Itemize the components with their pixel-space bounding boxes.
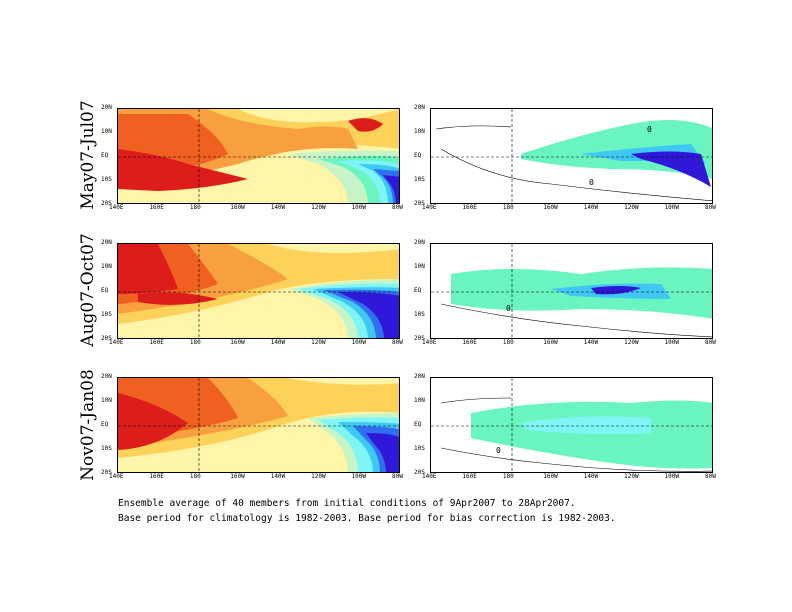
left-map-panel-1 [117, 108, 400, 204]
y-tick-label: 10S [101, 311, 112, 318]
x-tick-label: 160W [543, 204, 558, 211]
y-tick-label: 10N [101, 263, 112, 270]
x-tick-label: 140E [109, 473, 124, 480]
y-tick-label: EQ [414, 421, 422, 428]
right-map-panel-2 [430, 243, 713, 339]
x-tick-label: 120W [311, 204, 326, 211]
x-tick-label: 160E [149, 473, 164, 480]
x-tick-label: 140W [583, 204, 599, 211]
x-tick-label: 160E [149, 204, 164, 211]
x-tick-label: 80W [705, 204, 716, 211]
y-tick-label: EQ [101, 152, 109, 159]
y-tick-label: EQ [414, 287, 422, 294]
y-tick-label: 10N [101, 397, 112, 404]
y-tick-label: 20S [414, 469, 425, 476]
x-tick-label: 180 [502, 473, 514, 480]
x-tick-label: 180 [189, 204, 201, 211]
left-map-panel-3 [117, 377, 400, 473]
contour-label-zero: 0 [506, 304, 511, 313]
x-tick-label: 100W [351, 339, 367, 346]
y-tick-label: EQ [414, 152, 422, 159]
y-tick-label: 20S [414, 200, 425, 207]
x-tick-label: 160W [543, 339, 558, 346]
x-tick-label: 120W [624, 204, 639, 211]
y-tick-label: 20N [101, 373, 112, 380]
y-tick-label: 20N [414, 104, 425, 111]
x-tick-label: 180 [502, 204, 514, 211]
y-tick-label: 20S [101, 335, 112, 342]
x-tick-label: 120W [624, 473, 639, 480]
x-tick-label: 180 [189, 339, 201, 346]
right-map-panel-3 [430, 377, 713, 473]
y-tick-label: 20S [101, 469, 112, 476]
row-label-3: Nov07-Jan08 [78, 369, 98, 481]
x-tick-label: 120W [311, 339, 326, 346]
caption-line-2: Base period for climatology is 1982-2003… [118, 513, 616, 524]
x-tick-label: 140E [422, 204, 437, 211]
x-tick-label: 120W [311, 473, 326, 480]
x-tick-label: 160E [149, 339, 164, 346]
y-tick-label: 10S [101, 176, 112, 183]
x-tick-label: 140E [422, 473, 437, 480]
y-tick-label: 10N [414, 263, 425, 270]
x-tick-label: 140W [270, 473, 286, 480]
x-tick-label: 140W [583, 473, 599, 480]
x-tick-label: 180 [502, 339, 514, 346]
x-tick-label: 100W [351, 473, 367, 480]
row-label-2: Aug07-Oct07 [78, 233, 98, 347]
y-tick-label: EQ [101, 421, 109, 428]
y-tick-label: 20S [101, 200, 112, 207]
x-tick-label: 120W [624, 339, 639, 346]
row-label-1: May07-Jul07 [78, 100, 98, 210]
x-tick-label: 80W [705, 473, 716, 480]
y-tick-label: 20N [101, 239, 112, 246]
y-tick-label: 20N [414, 373, 425, 380]
y-tick-label: 10N [414, 128, 425, 135]
x-tick-label: 100W [664, 204, 680, 211]
y-tick-label: 10S [414, 311, 425, 318]
x-tick-label: 140E [109, 204, 124, 211]
caption-line-1: Ensemble average of 40 members from init… [118, 498, 576, 509]
x-tick-label: 160W [230, 204, 245, 211]
x-tick-label: 160W [543, 473, 558, 480]
x-tick-label: 100W [351, 204, 367, 211]
y-tick-label: 20S [414, 335, 425, 342]
y-tick-label: 10S [414, 176, 425, 183]
x-tick-label: 160E [462, 339, 477, 346]
x-tick-label: 80W [705, 339, 716, 346]
y-tick-label: EQ [101, 287, 109, 294]
x-tick-label: 180 [189, 473, 201, 480]
x-tick-label: 140W [270, 204, 286, 211]
x-tick-label: 160W [230, 339, 245, 346]
y-tick-label: 10S [414, 445, 425, 452]
x-tick-label: 80W [392, 473, 403, 480]
contour-label-zero: 0 [589, 178, 594, 187]
y-tick-label: 10S [101, 445, 112, 452]
y-tick-label: 10N [101, 128, 112, 135]
x-tick-label: 140E [422, 339, 437, 346]
x-tick-label: 160W [230, 473, 245, 480]
x-tick-label: 140W [583, 339, 599, 346]
y-tick-label: 20N [101, 104, 112, 111]
right-map-panel-1 [430, 108, 713, 204]
x-tick-label: 140W [270, 339, 286, 346]
x-tick-label: 100W [664, 339, 680, 346]
x-tick-label: 80W [392, 339, 403, 346]
contour-label-zero: 0 [647, 125, 652, 134]
left-map-panel-2 [117, 243, 400, 339]
x-tick-label: 100W [664, 473, 680, 480]
x-tick-label: 160E [462, 204, 477, 211]
y-tick-label: 10N [414, 397, 425, 404]
y-tick-label: 20N [414, 239, 425, 246]
x-tick-label: 140E [109, 339, 124, 346]
contour-label-zero: 0 [496, 446, 501, 455]
x-tick-label: 160E [462, 473, 477, 480]
x-tick-label: 80W [392, 204, 403, 211]
